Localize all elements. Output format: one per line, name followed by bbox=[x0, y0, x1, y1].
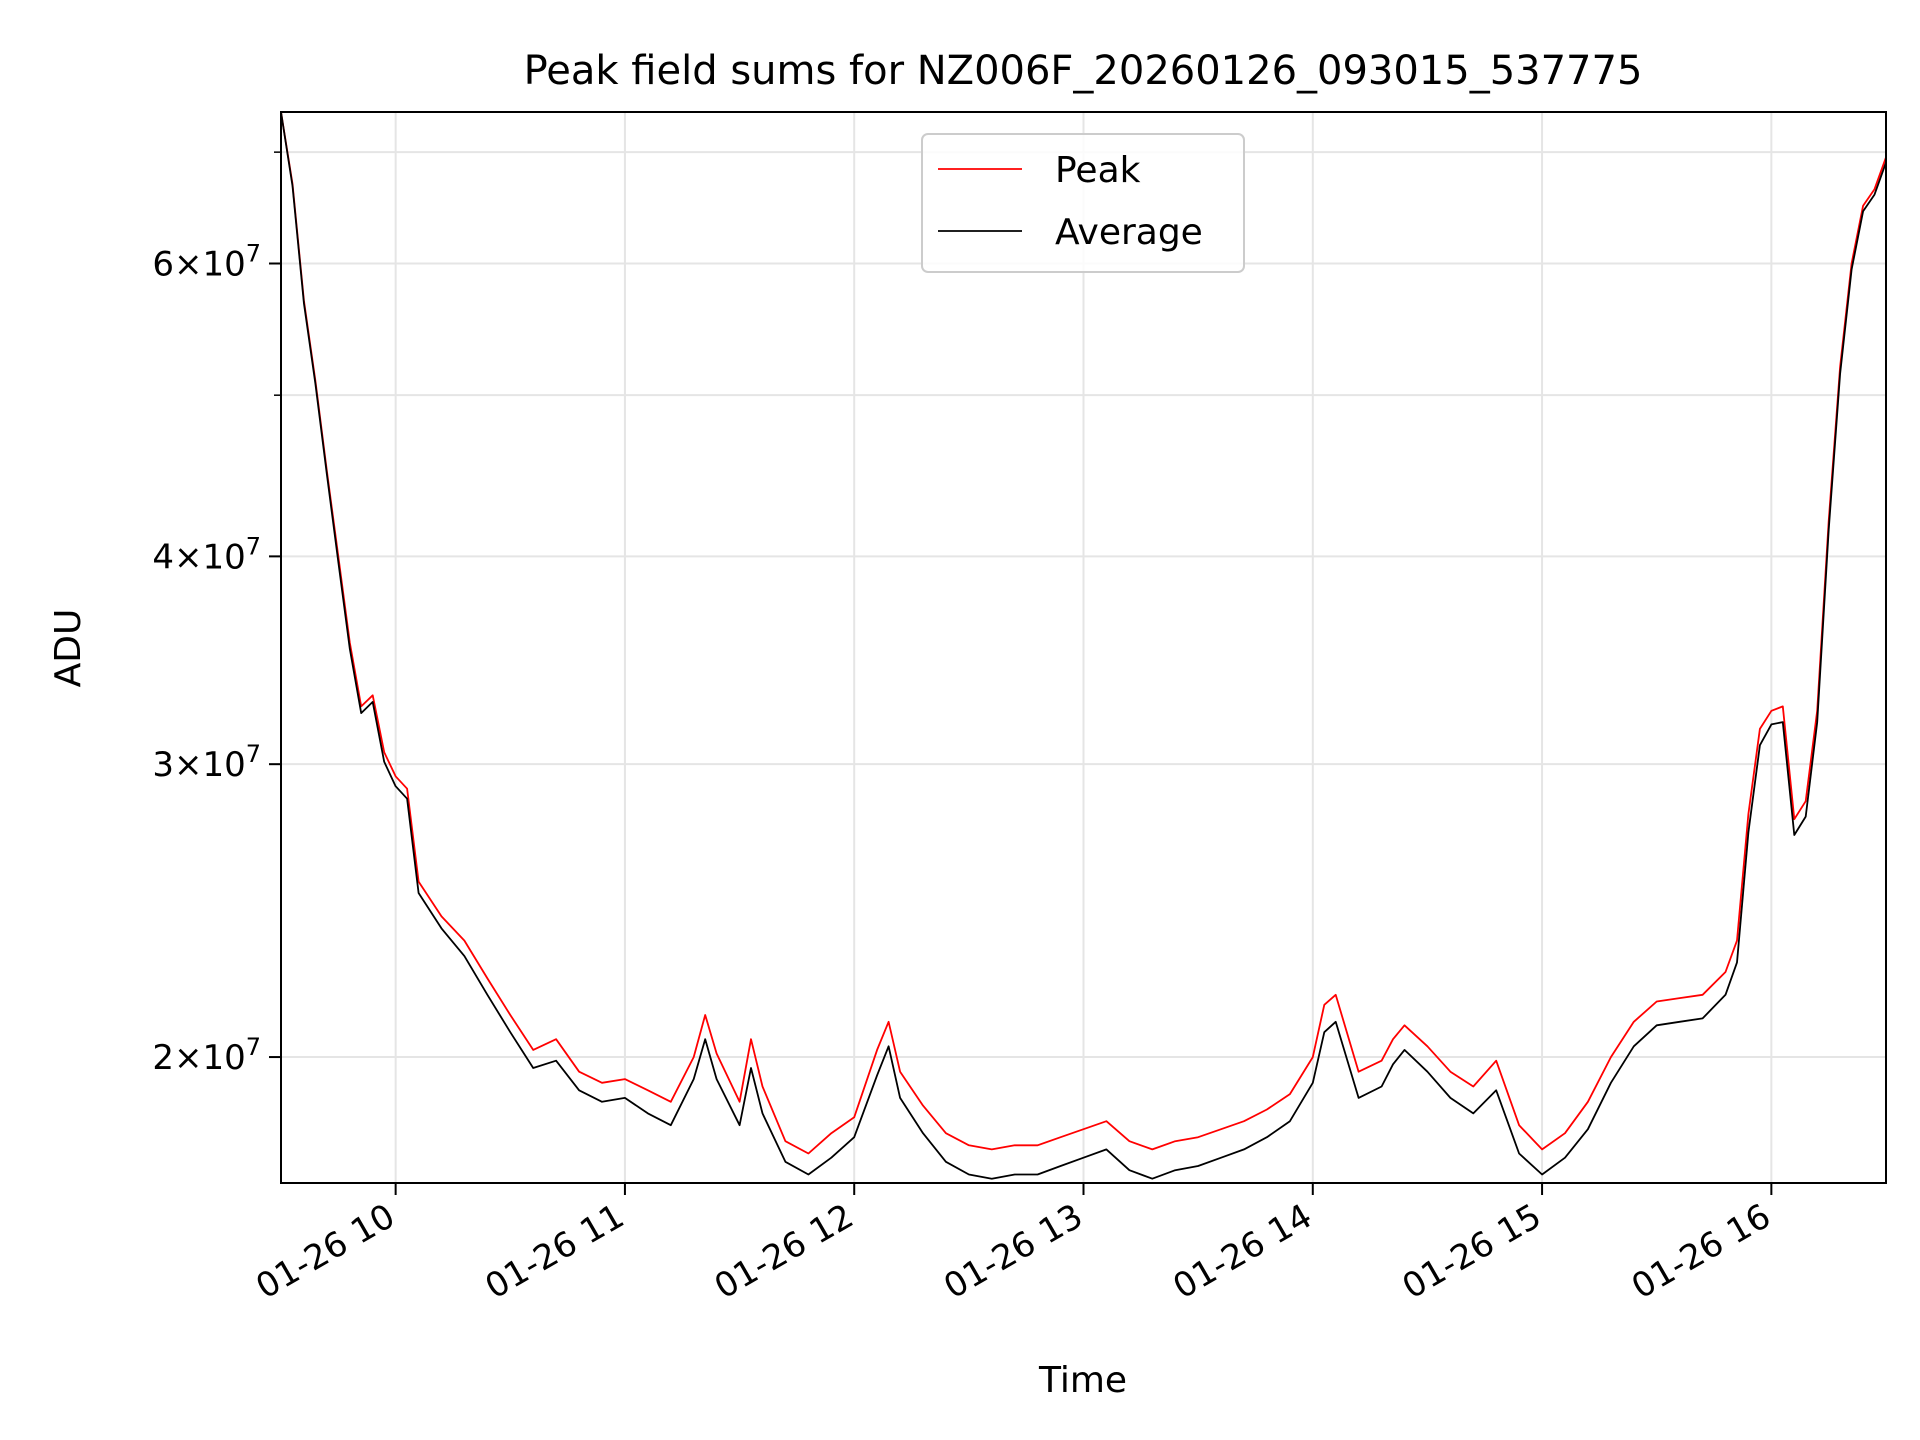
x-axis-label: Time bbox=[1038, 1360, 1127, 1401]
y-axis: 2×107 3×107 4×107 6×107 bbox=[152, 151, 281, 1078]
chart-title: Peak field sums for NZ006F_20260126_0930… bbox=[524, 48, 1643, 94]
series-line-average bbox=[280, 111, 1887, 1180]
series-line-peak bbox=[280, 111, 1887, 1155]
y-axis-label: ADU bbox=[48, 609, 89, 688]
y-tick-mantissa: 2 bbox=[152, 1038, 174, 1078]
y-tick-label: 4×107 bbox=[152, 532, 261, 577]
y-tick-exponent: 7 bbox=[246, 532, 261, 560]
y-tick-mantissa: 3 bbox=[152, 745, 174, 785]
legend: Peak Average bbox=[921, 133, 1245, 273]
plot-area bbox=[280, 111, 1887, 1180]
y-tick-mantissa: 6 bbox=[152, 244, 174, 284]
y-tick-mantissa: 4 bbox=[152, 537, 174, 577]
y-tick-exponent: 7 bbox=[246, 1033, 261, 1061]
y-tick-label: 3×107 bbox=[152, 740, 261, 785]
legend-average-label: Average bbox=[1055, 212, 1203, 253]
legend-peak-label: Peak bbox=[1055, 150, 1141, 191]
y-tick-label: 6×107 bbox=[152, 239, 261, 284]
y-tick-exponent: 7 bbox=[246, 239, 261, 267]
y-tick-exponent: 7 bbox=[246, 740, 261, 768]
y-tick-label: 2×107 bbox=[152, 1033, 261, 1078]
